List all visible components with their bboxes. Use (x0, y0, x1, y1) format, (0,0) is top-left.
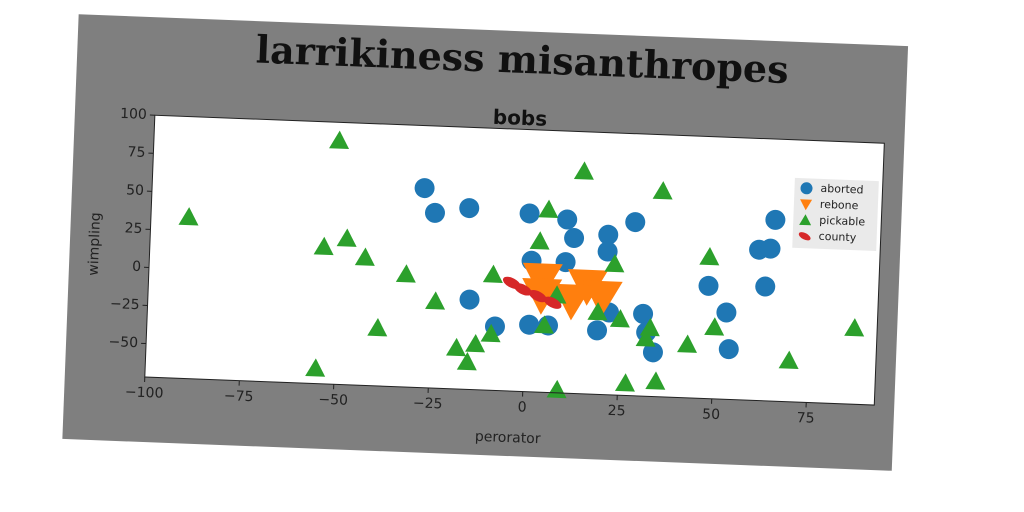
y-tick-label: −25 (110, 296, 140, 313)
point (614, 373, 635, 392)
point (465, 334, 486, 353)
point (313, 236, 334, 256)
point (529, 231, 550, 250)
point (604, 253, 625, 273)
point (533, 315, 554, 334)
point (633, 303, 654, 324)
point (538, 199, 559, 219)
point (582, 280, 623, 318)
x-tick-label: −100 (125, 384, 164, 401)
point (598, 224, 619, 245)
point (699, 246, 720, 266)
point (587, 320, 608, 341)
x-tick-label: 75 (796, 410, 814, 427)
y-tick-label: 100 (120, 106, 147, 123)
point (480, 323, 501, 343)
point (519, 203, 540, 224)
y-tick-label: 75 (127, 144, 145, 161)
point (765, 209, 786, 230)
point (625, 212, 646, 233)
point (446, 337, 466, 357)
legend-label: county (818, 230, 857, 244)
point (456, 351, 477, 371)
point (546, 379, 567, 399)
point (645, 371, 666, 390)
plot-frame (144, 114, 885, 406)
point (395, 264, 416, 283)
x-axis-label: perorator (475, 429, 541, 448)
point (329, 130, 350, 149)
point (414, 178, 435, 199)
y-tick-label: 25 (124, 220, 142, 237)
point (718, 339, 739, 360)
point (573, 161, 594, 180)
point (652, 181, 673, 200)
point (755, 276, 776, 297)
x-tick-label: −50 (318, 392, 348, 409)
x-tick-label: 50 (702, 406, 720, 423)
point (482, 264, 503, 283)
y-tick-label: 0 (132, 259, 142, 275)
point (178, 207, 199, 226)
point (336, 228, 357, 247)
point (557, 209, 578, 230)
point (519, 314, 540, 335)
point (635, 328, 656, 347)
x-tick-label: 25 (607, 403, 625, 420)
legend-label: pickable (819, 214, 866, 229)
point (528, 289, 547, 303)
legend-marker (799, 214, 812, 226)
point (597, 241, 618, 262)
legend-marker (800, 182, 813, 195)
point (552, 283, 593, 321)
point (459, 198, 480, 219)
point (354, 247, 375, 266)
x-tick-label: −75 (224, 388, 254, 405)
point (514, 283, 532, 296)
point (424, 202, 445, 223)
point (543, 296, 562, 309)
point (716, 302, 737, 323)
point (704, 317, 725, 336)
x-tick-label: 0 (517, 399, 527, 415)
x-tick-label: −25 (413, 395, 443, 412)
figure: larrikiness misanthropes bobs perorator … (62, 14, 909, 471)
point (642, 342, 663, 363)
chart-subtitle: bobs (492, 105, 547, 131)
point (778, 350, 799, 369)
legend-label: aborted (820, 182, 864, 197)
y-tick-label: 50 (126, 182, 144, 199)
point (677, 334, 698, 353)
point (459, 289, 480, 310)
point (698, 275, 719, 296)
legend-label: rebone (820, 198, 859, 212)
y-tick-label: −50 (108, 334, 138, 351)
legend-marker (798, 232, 811, 241)
plot-area (144, 115, 885, 406)
point (609, 309, 630, 328)
y-axis-label: wimpling (86, 212, 104, 276)
point (844, 318, 865, 337)
point (587, 302, 608, 321)
legend-marker (800, 199, 813, 211)
point (425, 291, 446, 310)
point (760, 238, 781, 259)
point (564, 228, 585, 249)
point (367, 318, 388, 337)
point (305, 358, 326, 377)
legend-box (792, 177, 879, 252)
